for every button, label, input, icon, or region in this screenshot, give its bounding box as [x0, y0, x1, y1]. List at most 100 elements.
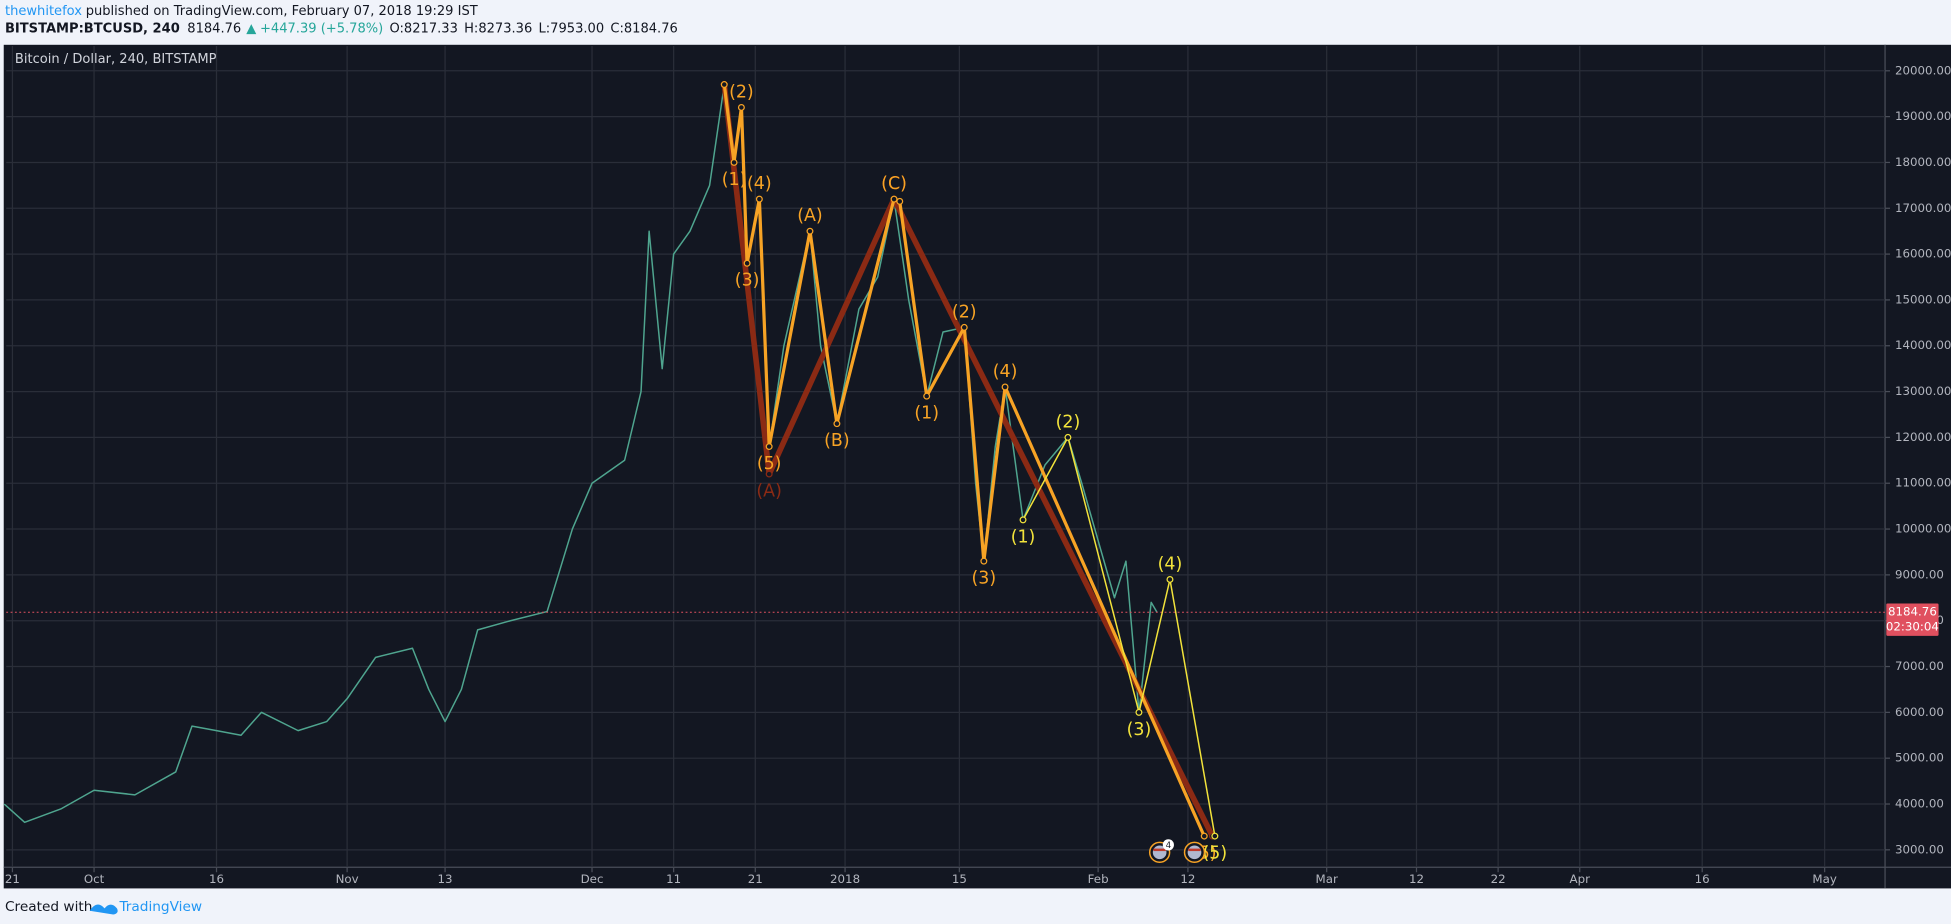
- wave-label: (1): [914, 404, 939, 424]
- wave-point: [890, 195, 898, 203]
- wave-label: (A): [756, 481, 781, 501]
- wave-point: [896, 197, 904, 205]
- plot: 3000.004000.005000.006000.007000.008000.…: [3, 46, 1951, 886]
- y-tick-label: 19000.00: [1895, 109, 1951, 123]
- x-tick-label: 21: [748, 872, 763, 886]
- wave-point: [765, 443, 773, 451]
- y-tick-label: 3000.00: [1895, 842, 1944, 856]
- y-tick-label: 9000.00: [1895, 567, 1944, 581]
- y-tick-label: 14000.00: [1895, 338, 1951, 352]
- x-tick-label: May: [1812, 872, 1836, 886]
- x-tick-label: Apr: [1570, 872, 1591, 886]
- close: C:8184.76: [610, 21, 677, 36]
- wave-point: [765, 470, 773, 478]
- wave-point: [833, 420, 841, 428]
- x-tick-label: Dec: [581, 872, 604, 886]
- wave-point: [1019, 516, 1027, 524]
- y-tick-label: 5000.00: [1895, 751, 1944, 765]
- wave-label: (2): [952, 302, 977, 322]
- y-tick-label: 10000.00: [1895, 522, 1951, 536]
- x-tick-label: 2018: [830, 872, 860, 886]
- wave-point: [806, 227, 814, 235]
- wave-point: [1064, 433, 1072, 441]
- wave-point: [720, 81, 728, 89]
- wave-point: [1166, 575, 1174, 583]
- wave-label: (1): [1011, 527, 1036, 547]
- x-tick-label: Feb: [1088, 872, 1109, 886]
- y-tick-label: 6000.00: [1895, 705, 1944, 719]
- wave-label: (5): [757, 454, 782, 474]
- last-price-tag: [1886, 603, 1939, 636]
- x-tick-label: 12: [1180, 872, 1195, 886]
- logo-cloud: [89, 904, 118, 915]
- wave-point: [1200, 832, 1208, 840]
- wave-label: (3): [735, 271, 760, 291]
- wave-label: (5): [1203, 844, 1228, 864]
- up-arrow: ▲: [246, 21, 256, 36]
- y-tick-label: 7000.00: [1895, 659, 1944, 673]
- y-tick-label: 20000.00: [1895, 63, 1951, 77]
- wave-label: (C): [881, 174, 907, 194]
- wave-label: (3): [1127, 720, 1152, 740]
- wave-label: (2): [1056, 412, 1081, 432]
- y-tick-label: 11000.00: [1895, 476, 1951, 490]
- author[interactable]: thewhitefox: [5, 4, 82, 19]
- x-tick-label: 22: [1491, 872, 1506, 886]
- low: L:7953.00: [539, 21, 605, 36]
- open: O:8217.33: [389, 21, 457, 36]
- y-tick-label: 17000.00: [1895, 201, 1951, 215]
- footer-brand[interactable]: TradingView: [118, 899, 202, 915]
- wave-point: [755, 195, 763, 203]
- y-tick-label: 15000.00: [1895, 292, 1951, 306]
- wave-point: [743, 259, 751, 267]
- event-badge-text: 4: [1166, 841, 1172, 851]
- wave-point: [730, 158, 738, 166]
- published: published on TradingView.com, February 0…: [86, 4, 478, 19]
- x-tick-label: 21: [5, 872, 20, 886]
- event-icon-stripe: [1188, 848, 1201, 852]
- wave-point: [1135, 708, 1143, 716]
- last: 8184.76: [187, 21, 241, 36]
- wave-label: (C): [881, 174, 907, 194]
- x-tick-label: 13: [438, 872, 453, 886]
- header-line-1: thewhitefox published on TradingView.com,…: [5, 4, 478, 19]
- wave-label: (4): [747, 174, 772, 194]
- x-tick-label: Nov: [336, 872, 359, 886]
- wave-point: [737, 103, 745, 111]
- header-line-2: BITSTAMP:BTCUSD, 240 8184.76 ▲ +447.39 (+5.…: [5, 21, 678, 36]
- last-price-label: 8184.76: [1888, 605, 1937, 619]
- wave-point: [960, 323, 968, 331]
- high: H:8273.36: [464, 21, 532, 36]
- x-tick-label: 12: [1409, 872, 1424, 886]
- y-tick-label: 16000.00: [1895, 247, 1951, 261]
- event-icon-flag: [1187, 845, 1202, 860]
- chart-title: Bitcoin / Dollar, 240, BITSTAMP: [15, 52, 217, 67]
- symbol: BITSTAMP:BTCUSD, 240: [5, 21, 180, 36]
- wave-label: (B): [824, 431, 850, 451]
- wave-point: [1211, 832, 1219, 840]
- wave-label: (2): [729, 83, 754, 103]
- footer-created: Created with: [5, 899, 92, 915]
- wave-label: (3): [972, 569, 997, 589]
- x-tick-label: 11: [666, 872, 681, 886]
- wave-point: [1001, 383, 1009, 391]
- x-tick-label: 16: [1695, 872, 1710, 886]
- wave-line: [721, 84, 1215, 838]
- x-tick-label: 16: [209, 872, 224, 886]
- change: +447.39 (+5.78%): [260, 21, 383, 36]
- x-tick-label: Oct: [84, 872, 105, 886]
- wave-label: (A): [797, 206, 822, 226]
- y-tick-label: 18000.00: [1895, 155, 1951, 169]
- x-tick-label: 15: [952, 872, 967, 886]
- wave-label: (4): [1158, 555, 1183, 575]
- tradingview-logo: [89, 904, 118, 915]
- wave-point: [980, 557, 988, 565]
- y-tick-label: 4000.00: [1895, 797, 1944, 811]
- event-icon-stripe: [1153, 848, 1166, 852]
- wave-point: [923, 392, 931, 400]
- y-tick-label: 12000.00: [1895, 430, 1951, 444]
- x-tick-label: Mar: [1316, 872, 1338, 886]
- event-badge: [1162, 839, 1174, 851]
